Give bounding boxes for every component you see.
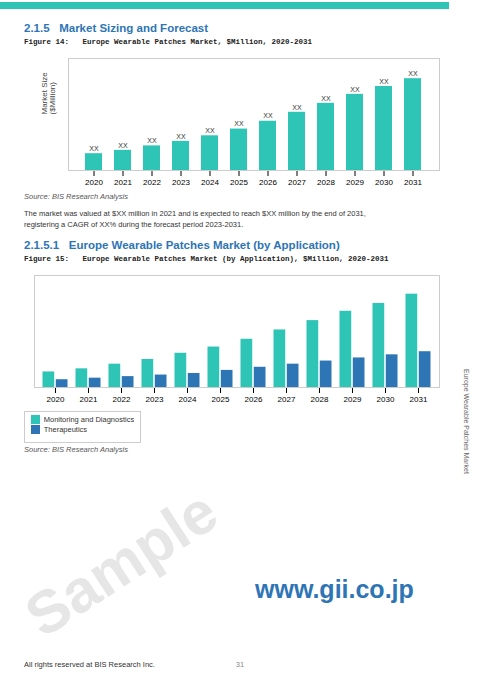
html-text:All rights reserved at BIS Res: All rights reserved at BIS Research Inc. <box>24 660 155 669</box>
svg-text:2023: 2023 <box>146 395 164 404</box>
svg-text:2025: 2025 <box>230 178 248 187</box>
svg-text:XX: XX <box>234 120 244 127</box>
svg-text:2026: 2026 <box>245 395 263 404</box>
svg-text:2028: 2028 <box>311 395 329 404</box>
svg-text:XX: XX <box>408 70 418 77</box>
html-text:Figure 14: Europe Wearable Pat: Figure 14: Europe Wearable Patches Marke… <box>24 38 312 46</box>
svg-text:2031: 2031 <box>404 178 422 187</box>
html-text:Europe Wearable Patches Market: Europe Wearable Patches Market <box>463 368 470 474</box>
svg-text:2020: 2020 <box>47 395 65 404</box>
html-text:Monitoring and Diagnostics: Monitoring and Diagnostics <box>43 415 135 424</box>
svg-text:2022: 2022 <box>143 178 161 187</box>
svg-text:2026: 2026 <box>259 178 277 187</box>
svg-text:XX: XX <box>118 142 128 149</box>
html-text:2.1.5.1 Europe Wearable Patche: 2.1.5.1 Europe Wearable Patches Market (… <box>24 239 340 251</box>
html-text:Figure 15: Europe Wearable Pat: Figure 15: Europe Wearable Patches Marke… <box>24 255 389 263</box>
svg-text:XX: XX <box>147 137 157 144</box>
html-text:31: 31 <box>235 660 245 669</box>
svg-text:2022: 2022 <box>113 395 131 404</box>
svg-text:2031: 2031 <box>410 395 428 404</box>
svg-text:2021: 2021 <box>80 395 98 404</box>
html-text:www.gii.co.jp: www.gii.co.jp <box>255 575 414 603</box>
svg-text:2028: 2028 <box>317 178 335 187</box>
svg-text:XX: XX <box>263 112 273 119</box>
svg-text:XX: XX <box>176 133 186 140</box>
html-text:Source: BIS Research Analysis: Source: BIS Research Analysis <box>24 192 128 201</box>
svg-text:XX: XX <box>321 95 331 102</box>
svg-text:2029: 2029 <box>346 178 364 187</box>
svg-text:XX: XX <box>292 104 302 111</box>
svg-text:2024: 2024 <box>201 178 219 187</box>
svg-text:XX: XX <box>89 145 99 152</box>
html-text:registering a CAGR of XX% duri: registering a CAGR of XX% during the for… <box>24 220 244 229</box>
svg-text:2029: 2029 <box>344 395 362 404</box>
svg-text:XX: XX <box>205 127 215 134</box>
svg-text:2023: 2023 <box>172 178 190 187</box>
svg-text:2030: 2030 <box>375 178 393 187</box>
svg-text:Market Size($Million): Market Size($Million) <box>40 72 57 115</box>
html-text:Therapeutics: Therapeutics <box>43 425 88 434</box>
svg-text:XX: XX <box>379 78 389 85</box>
svg-text:2021: 2021 <box>114 178 132 187</box>
svg-text:2024: 2024 <box>179 395 197 404</box>
svg-text:2020: 2020 <box>85 178 103 187</box>
html-text:2.1.5 Market Sizing and Foreca: 2.1.5 Market Sizing and Forecast <box>24 22 209 34</box>
html-text:Sample: Sample <box>13 477 230 650</box>
svg-text:XX: XX <box>350 86 360 93</box>
svg-text:2025: 2025 <box>212 395 230 404</box>
svg-text:2027: 2027 <box>288 178 306 187</box>
html-text:The market was valued at $XX m: The market was valued at $XX million in … <box>24 209 366 218</box>
html-text:Source: BIS Research Analysis: Source: BIS Research Analysis <box>24 444 128 454</box>
svg-text:2027: 2027 <box>278 395 296 404</box>
svg-text:2030: 2030 <box>377 395 395 404</box>
